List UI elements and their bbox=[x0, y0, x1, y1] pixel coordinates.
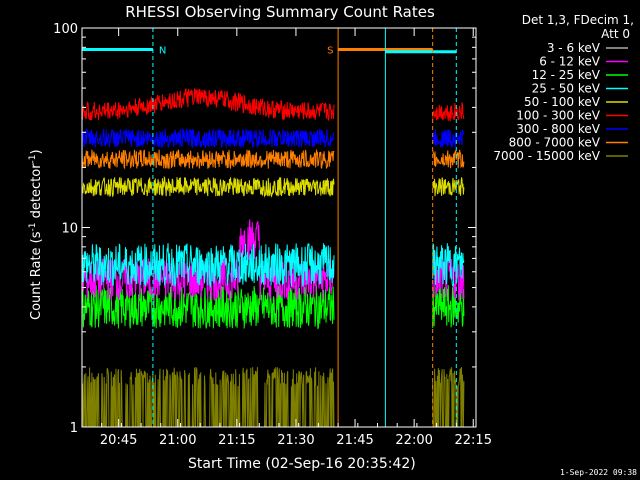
y-tick-label-1: 10 bbox=[61, 222, 78, 237]
series-line-6-seg-1 bbox=[432, 128, 465, 148]
series-line-0-seg-0 bbox=[81, 310, 335, 355]
chart-title: RHESSI Observing Summary Count Rates bbox=[125, 3, 435, 21]
y-axis-label-end: ) bbox=[29, 149, 44, 154]
legend-label-0: 3 - 6 keV bbox=[547, 41, 601, 55]
series-line-2-seg-0 bbox=[81, 284, 335, 330]
x-tick-label-4: 21:45 bbox=[336, 433, 373, 448]
x-tick-label-6: 22:15 bbox=[455, 433, 492, 448]
x-tick-label-5: 22:00 bbox=[395, 433, 432, 448]
series-line-7-seg-1 bbox=[432, 149, 465, 169]
legend-label-8: 7000 - 15000 keV bbox=[493, 149, 600, 163]
y-axis-label-main: Count Rate (s bbox=[29, 231, 44, 320]
legend-label-1: 6 - 12 keV bbox=[539, 55, 601, 69]
legend-label-4: 50 - 100 keV bbox=[524, 95, 601, 109]
data-layer bbox=[81, 88, 465, 428]
flag-bar-label-0: N bbox=[159, 46, 166, 57]
footer-timestamp: 1-Sep-2022 09:38 bbox=[560, 468, 637, 477]
series-line-3-seg-1 bbox=[432, 242, 465, 288]
series-line-4-seg-1 bbox=[432, 177, 465, 197]
series-line-5-seg-1 bbox=[432, 102, 465, 122]
series-line-1-seg-1 bbox=[432, 256, 465, 301]
y-axis-label: Count Rate (s-1 detector-1) bbox=[28, 149, 44, 320]
flag-bar-label-1: S bbox=[327, 46, 333, 57]
legend-label-2: 12 - 25 keV bbox=[532, 68, 601, 82]
legend-header-line1: Det 1,3, FDecim 1, bbox=[522, 13, 634, 27]
legend-label-5: 100 - 300 keV bbox=[516, 109, 600, 123]
legend-label-7: 800 - 7000 keV bbox=[509, 136, 601, 150]
legend-label-6: 300 - 800 keV bbox=[516, 122, 600, 136]
series-line-2-seg-1 bbox=[432, 285, 465, 329]
series-line-7-seg-0 bbox=[81, 149, 335, 170]
y-axis-label-sup1: -1 bbox=[28, 222, 38, 231]
series-line-4-seg-0 bbox=[81, 175, 335, 198]
series-line-6-seg-0 bbox=[81, 127, 335, 149]
y-tick-label-0: 1 bbox=[70, 421, 78, 436]
y-tick-label-2: 100 bbox=[53, 22, 78, 37]
x-tick-label-0: 20:45 bbox=[100, 433, 137, 448]
series-line-5-seg-0 bbox=[81, 88, 335, 121]
x-tick-label-1: 21:00 bbox=[159, 433, 196, 448]
x-tick-label-2: 21:15 bbox=[218, 433, 255, 448]
x-tick-label-3: 21:30 bbox=[277, 433, 314, 448]
y-axis-label-mid: detector bbox=[29, 163, 44, 223]
y-axis-label-sup2: -1 bbox=[28, 154, 38, 163]
series-line-3-seg-0 bbox=[81, 243, 335, 289]
x-axis-label: Start Time (02-Sep-16 20:35:42) bbox=[188, 456, 416, 472]
legend-label-3: 25 - 50 keV bbox=[532, 82, 601, 96]
axis-layer: 1 10 100 20:45 21:00 21:15 21:30 21:45 22:00 22:1… bbox=[53, 22, 492, 448]
legend-header-line2: Att 0 bbox=[601, 27, 630, 41]
